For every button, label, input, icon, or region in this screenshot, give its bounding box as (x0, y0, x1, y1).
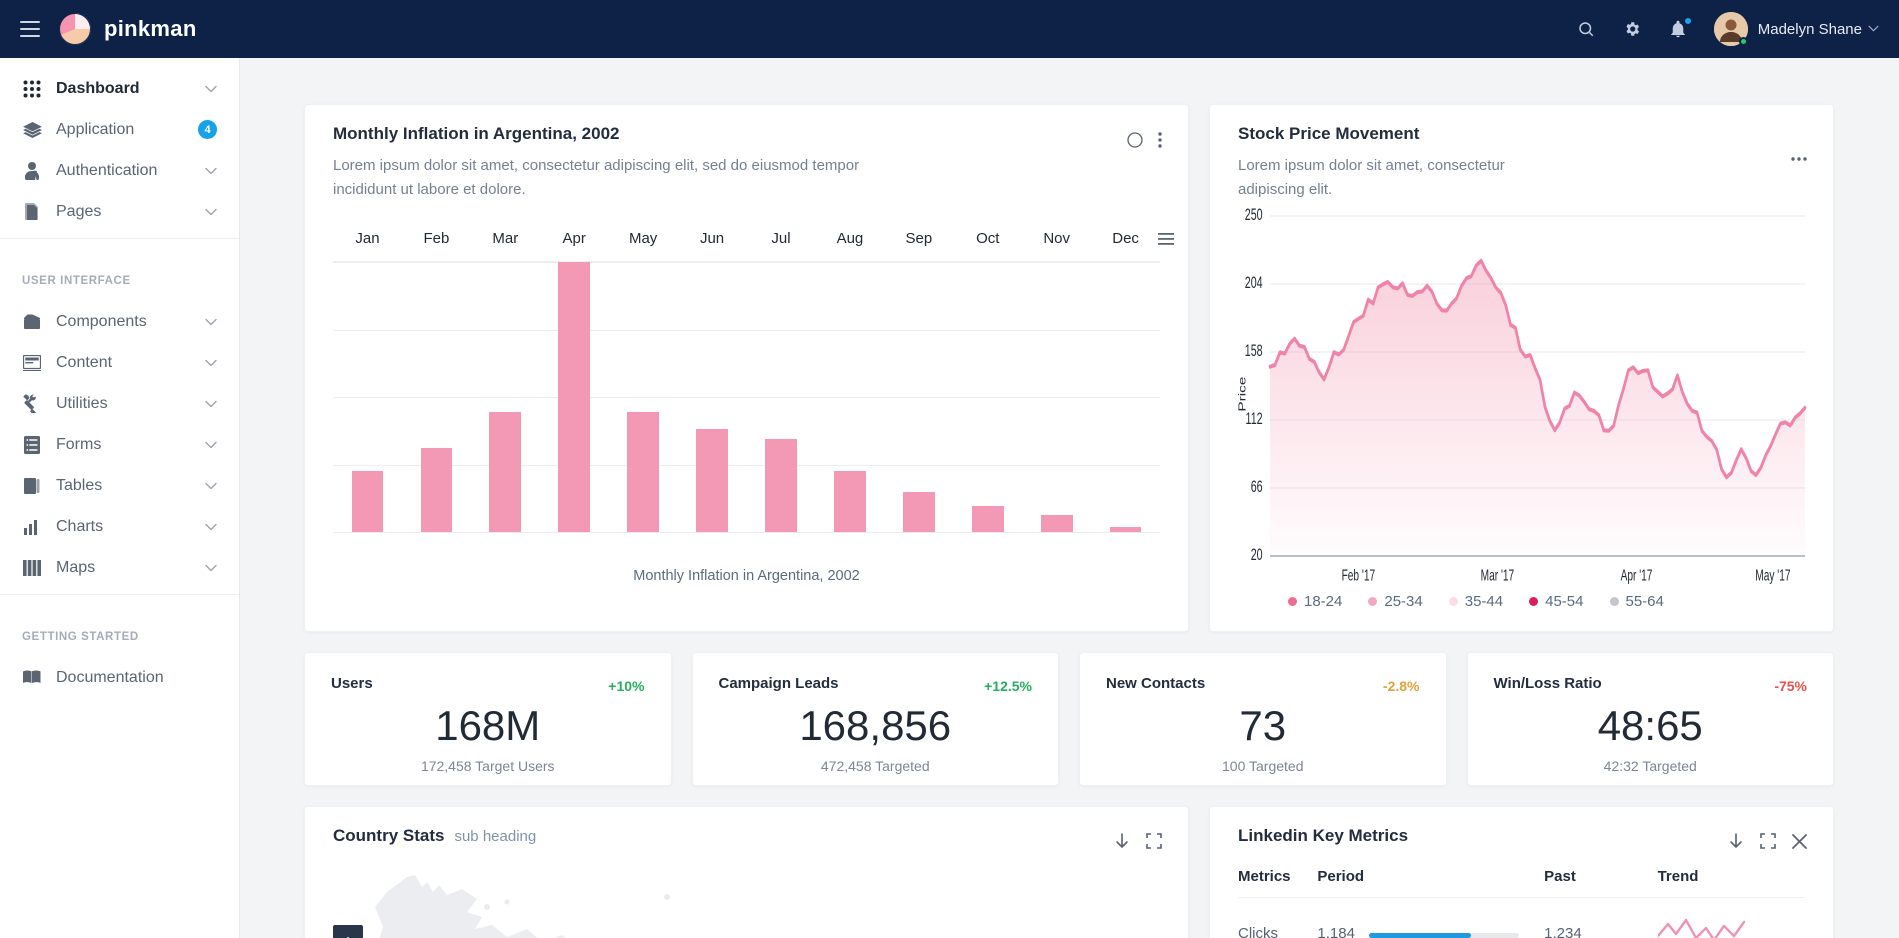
svg-text:Feb '17: Feb '17 (1342, 566, 1376, 584)
svg-text:Mar '17: Mar '17 (1481, 566, 1515, 584)
svg-text:66: 66 (1251, 478, 1263, 496)
svg-text:20: 20 (1251, 546, 1263, 564)
svg-text:May '17: May '17 (1755, 566, 1790, 584)
svg-text:158: 158 (1245, 342, 1263, 360)
svg-text:Price: Price (1236, 377, 1248, 412)
svg-text:250: 250 (1245, 206, 1263, 224)
svg-text:112: 112 (1246, 410, 1263, 428)
svg-text:204: 204 (1245, 274, 1263, 292)
svg-text:Apr '17: Apr '17 (1621, 566, 1653, 584)
